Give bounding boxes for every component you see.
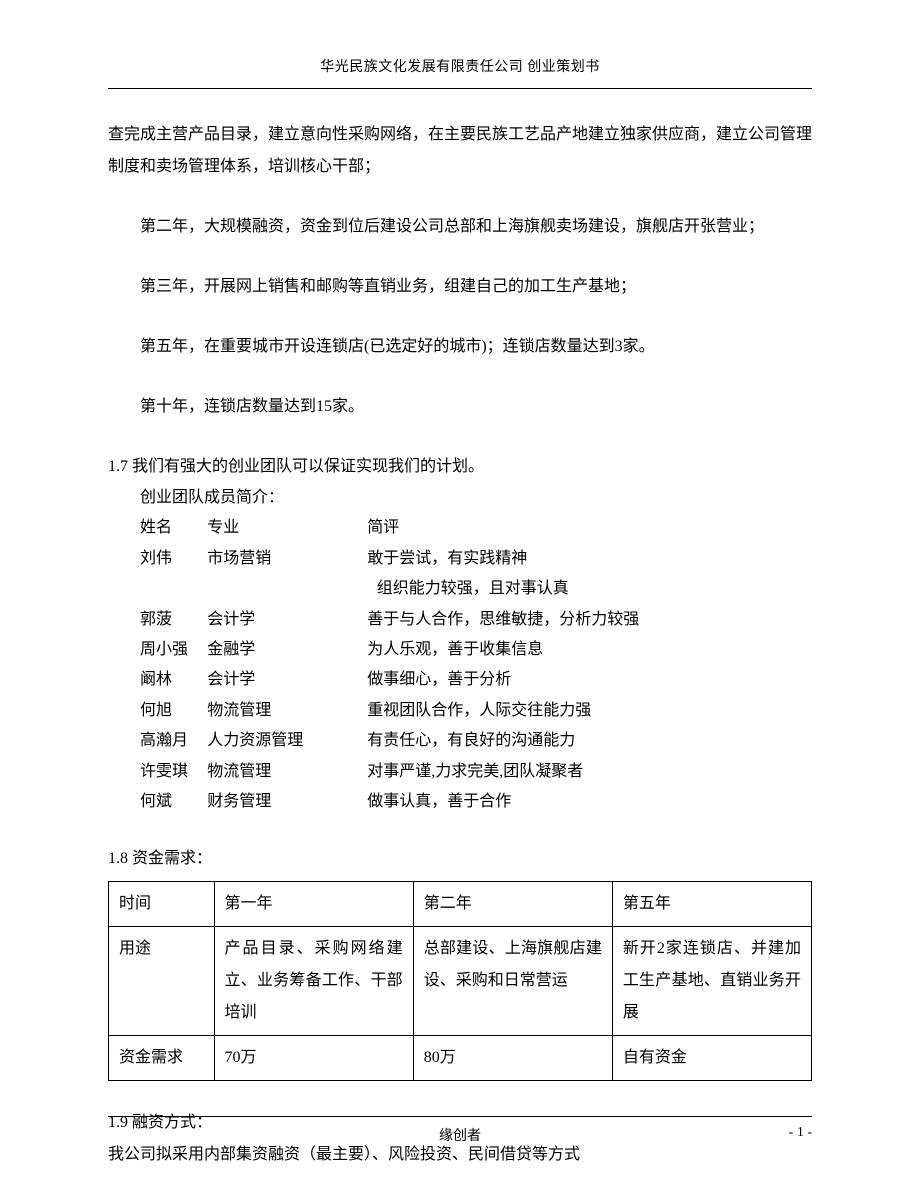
team-major: 物流管理 [207, 696, 367, 726]
page-footer: 缘创者 - 1 - [0, 1116, 920, 1141]
team-comment: 有责任心，有良好的沟通能力 [367, 726, 812, 756]
team-col-comment: 简评 [367, 513, 812, 543]
team-intro: 创业团队成员简介： [108, 483, 812, 513]
funding-table: 时间 第一年 第二年 第五年 用途 产品目录、采购网络建立、业务筹备工作、干部培… [108, 881, 812, 1081]
table-row: 资金需求 70万 80万 自有资金 [109, 1036, 812, 1081]
team-row: 何斌 财务管理 做事认真，善于合作 [108, 787, 812, 817]
team-comment: 善于与人合作，思维敏捷，分析力较强 [367, 605, 812, 635]
team-row: 许雯琪 物流管理 对事严谨,力求完美,团队凝聚者 [108, 757, 812, 787]
footer-center: 缘创者 [108, 1125, 812, 1145]
section-1-7-title: 1.7 我们有强大的创业团队可以保证实现我们的计划。 [108, 451, 812, 483]
team-major: 市场营销 [207, 544, 367, 574]
team-major: 人力资源管理 [207, 726, 367, 756]
table-row: 用途 产品目录、采购网络建立、业务筹备工作、干部培训 总部建设、上海旗舰店建设、… [109, 927, 812, 1036]
table-cell: 第二年 [413, 882, 612, 927]
team-comment: 对事严谨,力求完美,团队凝聚者 [367, 757, 812, 787]
table-row: 时间 第一年 第二年 第五年 [109, 882, 812, 927]
team-comment: 做事认真，善于合作 [367, 787, 812, 817]
team-comment: 敢于尝试，有实践精神 [367, 544, 812, 574]
team-header-row: 姓名 专业 简评 [108, 513, 812, 543]
table-cell: 第五年 [612, 882, 811, 927]
team-comment: 做事细心，善于分析 [367, 665, 812, 695]
team-major: 物流管理 [207, 757, 367, 787]
table-cell: 资金需求 [109, 1036, 215, 1081]
team-row: 何旭 物流管理 重视团队合作，人际交往能力强 [108, 696, 812, 726]
team-major: 会计学 [207, 605, 367, 635]
team-name: 何斌 [140, 787, 207, 817]
team-row: 阚林 会计学 做事细心，善于分析 [108, 665, 812, 695]
team-major: 会计学 [207, 665, 367, 695]
paragraph-year2: 第二年，大规模融资，资金到位后建设公司总部和上海旗舰卖场建设，旗舰店开张营业； [108, 211, 812, 243]
team-row: 周小强 金融学 为人乐观，善于收集信息 [108, 635, 812, 665]
team-name: 刘伟 [140, 544, 207, 574]
team-comment: 为人乐观，善于收集信息 [367, 635, 812, 665]
footer-rule [108, 1116, 812, 1117]
team-name: 郭菠 [140, 605, 207, 635]
team-name: 高瀚月 [140, 726, 207, 756]
page-header: 华光民族文化发展有限责任公司 创业策划书 [108, 56, 812, 88]
team-row: 高瀚月 人力资源管理 有责任心，有良好的沟通能力 [108, 726, 812, 756]
table-cell: 产品目录、采购网络建立、业务筹备工作、干部培训 [214, 927, 413, 1036]
team-major: 财务管理 [207, 787, 367, 817]
table-cell: 第一年 [214, 882, 413, 927]
paragraph-year3: 第三年，开展网上销售和邮购等直销业务，组建自己的加工生产基地； [108, 271, 812, 303]
team-comment-extra: 组织能力较强，且对事认真 [108, 574, 812, 604]
paragraph-year10: 第十年，连锁店数量达到15家。 [108, 391, 812, 423]
table-cell: 自有资金 [612, 1036, 811, 1081]
table-cell: 时间 [109, 882, 215, 927]
paragraph-year1: 查完成主营产品目录，建立意向性采购网络，在主要民族工艺品产地建立独家供应商，建立… [108, 119, 812, 183]
table-cell: 用途 [109, 927, 215, 1036]
team-comment: 重视团队合作，人际交往能力强 [367, 696, 812, 726]
team-name: 阚林 [140, 665, 207, 695]
team-name: 周小强 [140, 635, 207, 665]
paragraph-year5: 第五年，在重要城市开设连锁店(已选定好的城市)；连锁店数量达到3家。 [108, 331, 812, 363]
team-name: 何旭 [140, 696, 207, 726]
header-rule [108, 88, 812, 89]
team-name: 许雯琪 [140, 757, 207, 787]
table-cell: 70万 [214, 1036, 413, 1081]
team-row: 郭菠 会计学 善于与人合作，思维敏捷，分析力较强 [108, 605, 812, 635]
section-1-8-title: 1.8 资金需求： [108, 843, 812, 875]
table-cell: 新开2家连锁店、并建加工生产基地、直销业务开展 [612, 927, 811, 1036]
team-row: 刘伟 市场营销 敢于尝试，有实践精神 [108, 544, 812, 574]
table-cell: 80万 [413, 1036, 612, 1081]
table-cell: 总部建设、上海旗舰店建设、采购和日常营运 [413, 927, 612, 1036]
team-col-name: 姓名 [140, 513, 207, 543]
team-col-major: 专业 [207, 513, 367, 543]
team-major: 金融学 [207, 635, 367, 665]
